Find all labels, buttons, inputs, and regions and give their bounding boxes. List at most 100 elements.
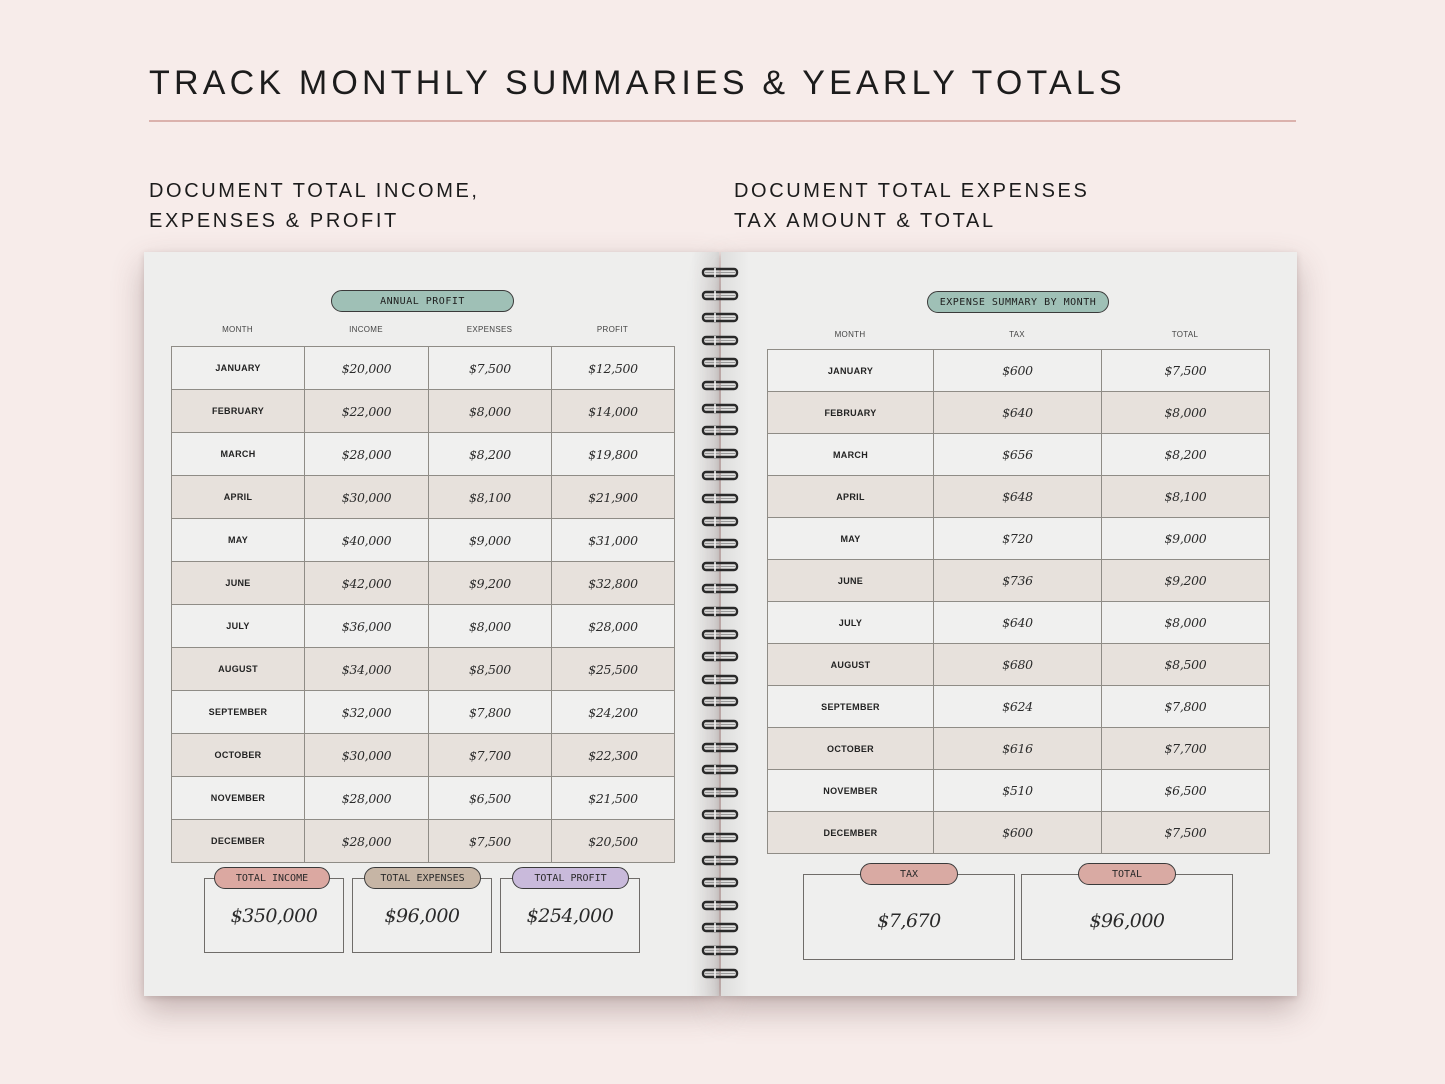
expenses-cell[interactable]: $7,500 xyxy=(428,346,552,390)
left-page-gutter-shadow xyxy=(691,252,719,996)
spiral-coil xyxy=(701,493,739,504)
annual-profit-table: JANUARY $20,000 $7,500 $12,500 FEBRUARY $22,0… xyxy=(171,346,675,863)
income-cell[interactable]: $28,000 xyxy=(304,432,429,476)
income-cell[interactable]: $36,000 xyxy=(304,604,429,648)
total-cell[interactable]: $9,000 xyxy=(1101,517,1270,560)
expenses-cell[interactable]: $8,100 xyxy=(428,475,552,519)
profit-cell[interactable]: $22,300 xyxy=(551,733,675,777)
expenses-cell[interactable]: $7,500 xyxy=(428,819,552,863)
total-cell[interactable]: $8,200 xyxy=(1101,433,1270,476)
grand-total-box[interactable]: $96,000 xyxy=(1021,874,1233,960)
profit-cell[interactable]: $12,500 xyxy=(551,346,675,390)
expenses-cell[interactable]: $7,800 xyxy=(428,690,552,734)
tax-cell[interactable]: $680 xyxy=(933,643,1102,686)
spiral-coil xyxy=(701,697,739,707)
tax-cell[interactable]: $640 xyxy=(933,391,1102,434)
month-cell: JANUARY xyxy=(171,346,305,390)
total-income-label: TOTAL INCOME xyxy=(214,867,330,889)
spiral-coil xyxy=(701,267,739,278)
total-cell[interactable]: $7,500 xyxy=(1101,811,1270,854)
tax-cell[interactable]: $720 xyxy=(933,517,1102,560)
expenses-cell[interactable]: $9,200 xyxy=(428,561,552,605)
tax-total-value: $7,670 xyxy=(877,910,941,932)
month-cell: JUNE xyxy=(767,559,934,602)
profit-cell[interactable]: $20,500 xyxy=(551,819,675,863)
expense-summary-title: EXPENSE SUMMARY BY MONTH xyxy=(927,291,1109,313)
tax-total-box[interactable]: $7,670 xyxy=(803,874,1015,960)
profit-cell[interactable]: $25,500 xyxy=(551,647,675,691)
total-cell[interactable]: $8,000 xyxy=(1101,601,1270,644)
tax-total-label: TAX xyxy=(860,863,958,885)
total-cell[interactable]: $7,500 xyxy=(1101,349,1270,392)
total-profit-box[interactable]: $254,000 xyxy=(500,878,640,953)
total-cell[interactable]: $8,000 xyxy=(1101,391,1270,434)
col-header-month: MONTH xyxy=(222,325,253,334)
tax-cell[interactable]: $640 xyxy=(933,601,1102,644)
income-cell[interactable]: $28,000 xyxy=(304,819,429,863)
expenses-cell[interactable]: $8,000 xyxy=(428,604,552,648)
spiral-coil xyxy=(701,358,739,368)
col-header-tax: TAX xyxy=(1009,330,1025,339)
income-cell[interactable]: $30,000 xyxy=(304,475,429,519)
income-cell[interactable]: $34,000 xyxy=(304,647,429,691)
col-header-expenses: EXPENSES xyxy=(466,325,513,334)
total-cell[interactable]: $7,700 xyxy=(1101,727,1270,770)
spiral-coil xyxy=(701,968,739,978)
spiral-coil xyxy=(701,651,739,662)
profit-cell[interactable]: $14,000 xyxy=(551,389,675,433)
expenses-cell[interactable]: $8,200 xyxy=(428,432,552,476)
tax-cell[interactable]: $736 xyxy=(933,559,1102,602)
income-cell[interactable]: $22,000 xyxy=(304,389,429,433)
income-cell[interactable]: $40,000 xyxy=(304,518,429,562)
table-row: FEBRUARY $640 $8,000 xyxy=(767,391,1270,434)
profit-cell[interactable]: $21,500 xyxy=(551,776,675,820)
table-row: MAY $720 $9,000 xyxy=(767,517,1270,560)
total-cell[interactable]: $6,500 xyxy=(1101,769,1270,812)
spiral-coil xyxy=(701,448,739,458)
total-income-value: $350,000 xyxy=(230,905,318,927)
tax-cell[interactable]: $600 xyxy=(933,811,1102,854)
total-cell[interactable]: $8,100 xyxy=(1101,475,1270,518)
tax-cell[interactable]: $656 xyxy=(933,433,1102,476)
subhead-right-line-2: TAX AMOUNT & TOTAL xyxy=(734,210,996,232)
expense-summary-table: JANUARY $600 $7,500 FEBRUARY $640 $8,000 MARCH… xyxy=(767,349,1270,854)
profit-cell[interactable]: $19,800 xyxy=(551,432,675,476)
expenses-cell[interactable]: $8,500 xyxy=(428,647,552,691)
subhead-right: DOCUMENT TOTAL EXPENSES TAX AMOUNT & TOT… xyxy=(734,176,1089,236)
total-cell[interactable]: $8,500 xyxy=(1101,643,1270,686)
total-income-box[interactable]: $350,000 xyxy=(204,878,344,953)
profit-cell[interactable]: $21,900 xyxy=(551,475,675,519)
tax-cell[interactable]: $616 xyxy=(933,727,1102,770)
spiral-coil xyxy=(701,945,739,956)
col-header-total: TOTAL xyxy=(1171,330,1199,339)
table-row: JULY $36,000 $8,000 $28,000 xyxy=(171,604,675,648)
month-cell: JULY xyxy=(767,601,934,644)
spiral-coil xyxy=(701,312,739,323)
income-cell[interactable]: $28,000 xyxy=(304,776,429,820)
tax-cell[interactable]: $510 xyxy=(933,769,1102,812)
month-cell: JUNE xyxy=(171,561,305,605)
income-cell[interactable]: $42,000 xyxy=(304,561,429,605)
tax-cell[interactable]: $624 xyxy=(933,685,1102,728)
income-cell[interactable]: $20,000 xyxy=(304,346,429,390)
profit-cell[interactable]: $32,800 xyxy=(551,561,675,605)
income-cell[interactable]: $30,000 xyxy=(304,733,429,777)
expenses-cell[interactable]: $8,000 xyxy=(428,389,552,433)
tax-cell[interactable]: $600 xyxy=(933,349,1102,392)
profit-cell[interactable]: $24,200 xyxy=(551,690,675,734)
subhead-right-line-1: DOCUMENT TOTAL EXPENSES xyxy=(734,180,1090,202)
spiral-coil xyxy=(701,516,739,526)
tax-cell[interactable]: $648 xyxy=(933,475,1102,518)
expenses-cell[interactable]: $6,500 xyxy=(428,776,552,820)
expenses-cell[interactable]: $7,700 xyxy=(428,733,552,777)
spiral-coil xyxy=(701,606,739,617)
month-cell: SEPTEMBER xyxy=(767,685,934,728)
profit-cell[interactable]: $31,000 xyxy=(551,518,675,562)
expenses-cell[interactable]: $9,000 xyxy=(428,518,552,562)
total-cell[interactable]: $9,200 xyxy=(1101,559,1270,602)
income-cell[interactable]: $32,000 xyxy=(304,690,429,734)
total-cell[interactable]: $7,800 xyxy=(1101,685,1270,728)
total-expenses-box[interactable]: $96,000 xyxy=(352,878,492,953)
profit-cell[interactable]: $28,000 xyxy=(551,604,675,648)
table-row: APRIL $648 $8,100 xyxy=(767,475,1270,518)
